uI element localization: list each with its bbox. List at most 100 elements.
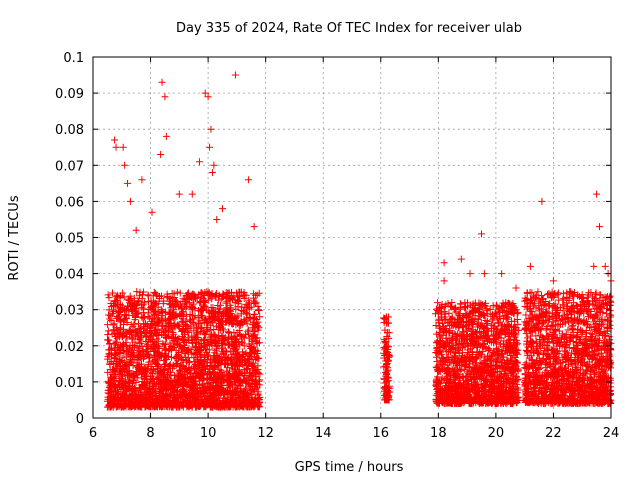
data-point — [140, 320, 148, 328]
data-point — [201, 382, 209, 390]
data-point — [136, 350, 144, 358]
data-point — [200, 403, 208, 411]
data-point — [214, 301, 222, 309]
data-point — [141, 299, 149, 307]
data-point — [164, 362, 172, 370]
data-point — [104, 327, 112, 335]
data-point — [201, 302, 209, 310]
data-point — [383, 370, 391, 378]
data-point — [111, 333, 119, 341]
data-point — [136, 325, 144, 333]
data-point — [183, 295, 191, 303]
data-point — [173, 288, 181, 296]
data-point — [232, 336, 240, 344]
data-point — [248, 345, 256, 353]
data-point — [183, 303, 191, 311]
data-point — [208, 317, 216, 325]
data-point — [104, 321, 112, 329]
data-point — [113, 384, 121, 392]
data-point — [152, 300, 160, 308]
data-point — [251, 327, 259, 335]
data-point — [156, 380, 164, 388]
data-point — [237, 376, 245, 384]
data-point — [187, 346, 195, 354]
data-point — [171, 320, 179, 328]
data-point — [109, 388, 117, 396]
data-point — [165, 310, 173, 318]
data-point — [197, 356, 205, 364]
data-point — [180, 336, 188, 344]
data-point — [175, 349, 183, 357]
data-point — [162, 340, 170, 348]
data-point — [224, 307, 232, 315]
data-point — [218, 324, 226, 332]
data-point — [211, 353, 219, 361]
data-point — [122, 314, 130, 322]
data-point — [219, 350, 227, 358]
data-point — [245, 315, 253, 323]
data-point — [125, 361, 133, 369]
data-point — [237, 400, 245, 408]
data-point — [174, 335, 182, 343]
data-point — [179, 362, 187, 370]
data-point — [227, 403, 235, 411]
data-point — [138, 291, 146, 299]
data-point — [383, 388, 391, 396]
data-point — [106, 359, 114, 367]
data-point — [202, 315, 210, 323]
data-point — [156, 369, 164, 377]
data-point — [104, 368, 112, 376]
data-point — [145, 385, 153, 393]
data-point — [134, 320, 142, 328]
data-point — [230, 387, 238, 395]
data-point — [381, 396, 389, 404]
data-point — [232, 343, 240, 351]
data-point — [196, 361, 204, 369]
data-point — [182, 391, 190, 399]
data-point — [228, 294, 236, 302]
data-point — [183, 380, 191, 388]
data-point — [190, 363, 198, 371]
data-point — [133, 288, 141, 296]
data-point — [205, 365, 213, 373]
data-point — [196, 381, 204, 389]
data-point — [140, 375, 148, 383]
data-point — [155, 398, 163, 406]
data-point — [204, 392, 212, 400]
data-point — [252, 379, 260, 387]
data-point — [168, 325, 176, 333]
data-point — [234, 385, 242, 393]
data-point — [184, 290, 192, 298]
data-point — [172, 300, 180, 308]
data-point — [218, 337, 226, 345]
data-point — [212, 293, 220, 301]
data-point — [196, 317, 204, 325]
data-point — [254, 322, 262, 330]
data-point — [212, 339, 220, 347]
data-point — [206, 333, 214, 341]
data-point — [143, 379, 151, 387]
data-point — [156, 317, 164, 325]
data-point — [215, 305, 223, 313]
data-point — [381, 383, 389, 391]
data-point — [219, 312, 227, 320]
data-point — [235, 367, 243, 375]
data-point — [118, 302, 126, 310]
data-point — [170, 344, 178, 352]
data-point — [236, 369, 244, 377]
data-point — [150, 288, 158, 296]
data-point — [123, 302, 131, 310]
data-point — [130, 320, 138, 328]
data-point — [165, 377, 173, 385]
data-point — [167, 313, 175, 321]
data-point — [231, 372, 239, 380]
data-point — [252, 291, 260, 299]
data-point — [242, 309, 250, 317]
data-point — [171, 312, 179, 320]
data-point — [188, 318, 196, 326]
data-point — [110, 398, 118, 406]
data-point — [223, 367, 231, 375]
data-point — [252, 299, 260, 307]
data-point — [236, 331, 244, 339]
data-point — [244, 330, 252, 338]
